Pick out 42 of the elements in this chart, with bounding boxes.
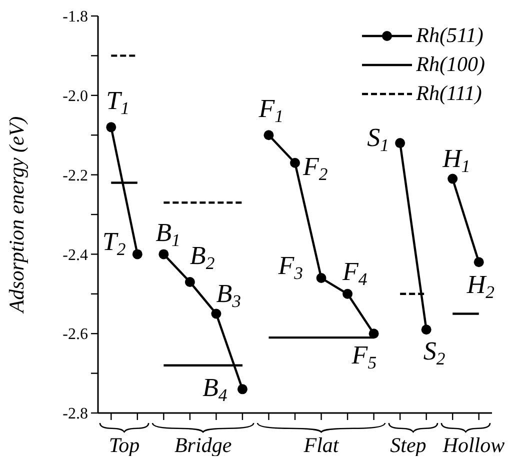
annotation: B$_{4}$ [202,373,228,406]
y-tick-label: -2.4 [62,246,88,264]
point [132,249,142,260]
point [158,249,169,260]
legend-label: Rh(111) [416,80,482,107]
annotation: H$_{1}$ [442,144,470,176]
text: Hollow [442,433,505,457]
point [474,257,484,268]
annotation: F$_{4}$ [342,256,368,290]
point [211,308,222,319]
y-tick-label: -2.0 [62,88,88,105]
point [342,288,353,299]
text: Flat [302,433,340,457]
annotation: S$_{1}$ [367,123,389,156]
point [316,273,326,284]
point [290,158,300,168]
annotation: F$_{5}$ [350,340,377,373]
point [184,276,195,287]
point [264,130,274,140]
point [237,384,248,394]
annotation: F$_{1}$ [258,94,284,126]
y-tick-label: -1.8 [62,8,88,26]
point [421,324,432,335]
annotation: H$_{2}$ [466,270,495,303]
y-axis-title: Adsorption energy (eV) [4,116,28,315]
y-tick-label: -2.8 [62,406,88,423]
y-tick-label: -2.6 [62,326,88,344]
point [395,138,406,148]
y-tick-label: -2.2 [62,167,88,184]
annotation: T$_{1}$ [106,86,130,119]
point [448,174,458,184]
annotation: B$_{1}$ [156,218,180,251]
legend-label: Rh(511) [416,22,484,49]
annotation: B$_{2}$ [190,240,215,274]
annotation: S$_{2}$ [423,336,446,370]
annotation: F$_{2}$ [302,152,328,184]
annotation: F$_{3}$ [277,251,304,284]
legend-label: Rh(100) [416,51,485,78]
point [106,122,116,132]
annotation: B$_{3}$ [216,278,242,312]
point [368,328,379,339]
annotation: T$_{2}$ [102,227,126,260]
